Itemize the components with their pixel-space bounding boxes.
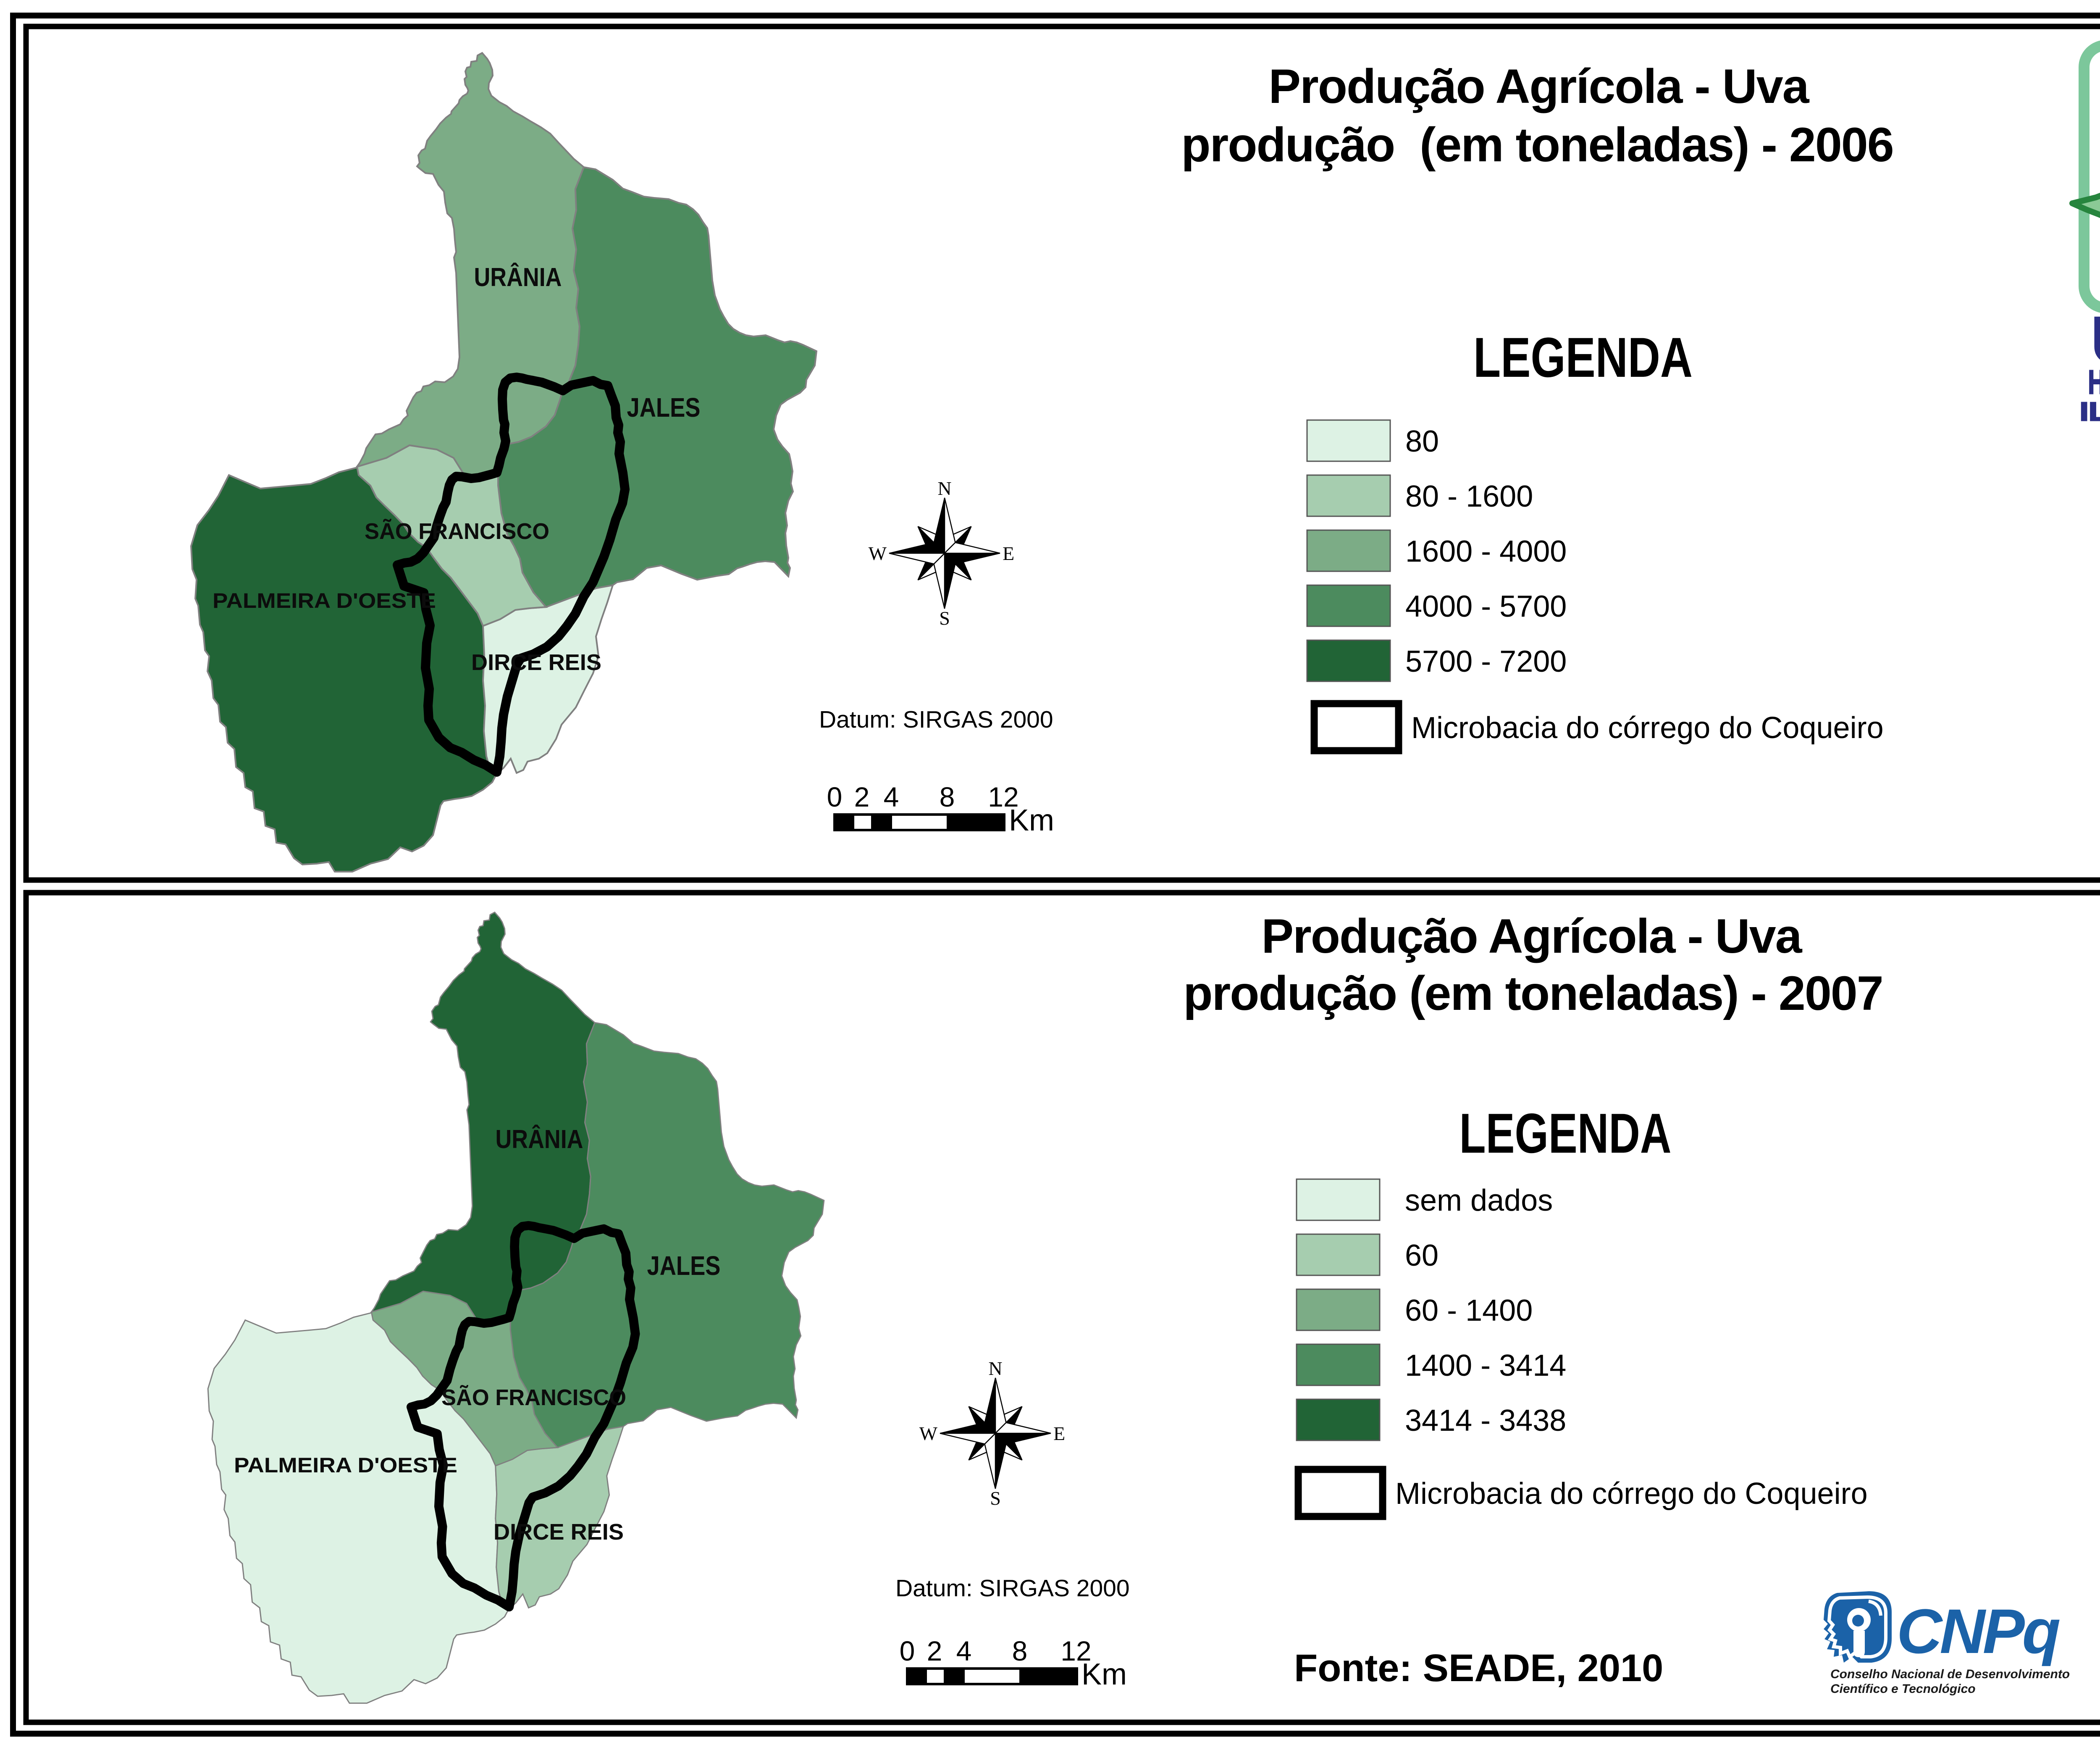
svg-text:Microbacia do córrego do Coque: Microbacia do córrego do Coqueiro bbox=[1395, 1477, 1868, 1511]
svg-text:LEGENDA: LEGENDA bbox=[1473, 326, 1693, 389]
svg-text:Km: Km bbox=[1009, 804, 1054, 837]
svg-text:SÃO FRANCISCO: SÃO FRANCISCO bbox=[441, 1385, 626, 1410]
svg-text:W: W bbox=[919, 1423, 938, 1444]
svg-text:5700 - 7200: 5700 - 7200 bbox=[1405, 645, 1567, 678]
svg-text:URÂNIA: URÂNIA bbox=[496, 1125, 583, 1154]
svg-text:SÃO FRANCISCO: SÃO FRANCISCO bbox=[365, 519, 549, 544]
svg-text:Científico e Tecnológico: Científico e Tecnológico bbox=[1830, 1682, 1976, 1696]
svg-text:CNPq: CNPq bbox=[1897, 1596, 2060, 1666]
svg-text:0: 0 bbox=[827, 781, 843, 812]
svg-text:Produção Agrícola - Uva: Produção Agrícola - Uva bbox=[1268, 60, 1809, 113]
svg-text:W: W bbox=[869, 543, 887, 564]
svg-text:PALMEIRA D'OESTE: PALMEIRA D'OESTE bbox=[213, 589, 436, 612]
svg-text:Datum: SIRGAS 2000: Datum: SIRGAS 2000 bbox=[895, 1575, 1130, 1602]
svg-text:E: E bbox=[1053, 1423, 1065, 1444]
svg-text:JALES: JALES bbox=[627, 392, 701, 423]
svg-text:Produção Agrícola - Uva: Produção Agrícola - Uva bbox=[1261, 909, 1802, 963]
svg-text:3414 - 3438: 3414 - 3438 bbox=[1405, 1404, 1566, 1437]
svg-text:produção (em toneladas) - 200: produção (em toneladas) - 2006 bbox=[1181, 118, 1893, 172]
svg-text:12: 12 bbox=[988, 781, 1018, 812]
svg-text:E: E bbox=[1003, 543, 1014, 564]
svg-text:DIRCE REIS: DIRCE REIS bbox=[471, 650, 601, 675]
svg-text:Datum: SIRGAS 2000: Datum: SIRGAS 2000 bbox=[819, 706, 1053, 733]
svg-text:DIRCE REIS: DIRCE REIS bbox=[494, 1519, 624, 1545]
svg-text:S: S bbox=[939, 607, 950, 629]
svg-text:produção (em toneladas) - 2007: produção (em toneladas) - 2007 bbox=[1183, 967, 1882, 1020]
svg-text:UNESP: UNESP bbox=[2091, 304, 2100, 378]
svg-text:Conselho Nacional de Desenvolv: Conselho Nacional de Desenvolvimento bbox=[1830, 1667, 2070, 1681]
svg-text:60 - 1400: 60 - 1400 bbox=[1405, 1294, 1533, 1327]
svg-text:N: N bbox=[937, 478, 951, 499]
svg-text:1600 - 4000: 1600 - 4000 bbox=[1405, 535, 1567, 568]
svg-text:4: 4 bbox=[884, 781, 899, 812]
svg-text:4: 4 bbox=[956, 1635, 972, 1666]
svg-text:80: 80 bbox=[1405, 425, 1439, 458]
svg-text:Microbacia do córrego do Coque: Microbacia do córrego do Coqueiro bbox=[1411, 711, 1884, 745]
svg-text:S: S bbox=[990, 1487, 1001, 1509]
svg-text:N: N bbox=[988, 1358, 1002, 1379]
svg-text:LEGENDA: LEGENDA bbox=[1460, 1102, 1672, 1165]
svg-text:2: 2 bbox=[854, 781, 870, 812]
svg-text:PALMEIRA D'OESTE: PALMEIRA D'OESTE bbox=[234, 1453, 457, 1477]
svg-text:8: 8 bbox=[940, 781, 955, 812]
svg-text:60: 60 bbox=[1405, 1239, 1438, 1272]
svg-text:12: 12 bbox=[1060, 1635, 1091, 1666]
svg-text:sem dados: sem dados bbox=[1405, 1184, 1553, 1217]
svg-text:8: 8 bbox=[1012, 1635, 1028, 1666]
svg-text:URÂNIA: URÂNIA bbox=[474, 263, 562, 292]
svg-text:0: 0 bbox=[900, 1635, 915, 1666]
svg-text:JALES: JALES bbox=[647, 1251, 721, 1281]
svg-text:Km: Km bbox=[1082, 1658, 1127, 1691]
svg-text:1400 - 3414: 1400 - 3414 bbox=[1405, 1349, 1566, 1382]
svg-text:80 - 1600: 80 - 1600 bbox=[1405, 480, 1533, 513]
svg-text:HIDRAULICA E IRRIGAÇÃO: HIDRAULICA E IRRIGAÇÃO bbox=[2088, 363, 2100, 401]
svg-text:2: 2 bbox=[927, 1635, 942, 1666]
svg-text:ILHA SOLTEIRA - SP: ILHA SOLTEIRA - SP bbox=[2080, 397, 2100, 426]
svg-text:4000 - 5700: 4000 - 5700 bbox=[1405, 590, 1567, 623]
svg-text:Fonte: SEADE, 2010: Fonte: SEADE, 2010 bbox=[1294, 1647, 1663, 1690]
